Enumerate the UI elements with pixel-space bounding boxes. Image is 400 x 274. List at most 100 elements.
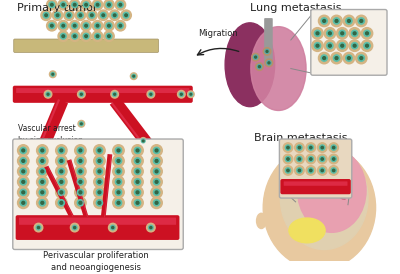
Circle shape — [287, 169, 289, 172]
Circle shape — [18, 176, 29, 188]
Circle shape — [328, 32, 331, 35]
Circle shape — [115, 21, 126, 31]
Circle shape — [50, 24, 53, 27]
Circle shape — [81, 31, 91, 41]
Circle shape — [366, 44, 368, 47]
Text: Primary tumor: Primary tumor — [17, 3, 98, 13]
Circle shape — [297, 145, 302, 150]
Circle shape — [73, 35, 76, 38]
Circle shape — [79, 170, 82, 173]
Circle shape — [64, 10, 74, 21]
Circle shape — [79, 159, 82, 162]
Circle shape — [154, 168, 160, 175]
Circle shape — [123, 12, 129, 18]
Circle shape — [341, 44, 344, 47]
Circle shape — [46, 92, 50, 96]
Polygon shape — [110, 97, 175, 177]
Circle shape — [349, 40, 360, 52]
FancyBboxPatch shape — [284, 181, 348, 186]
Polygon shape — [47, 166, 74, 217]
Circle shape — [298, 158, 300, 160]
Circle shape — [117, 170, 120, 173]
Circle shape — [306, 166, 316, 175]
Circle shape — [100, 12, 106, 18]
Circle shape — [41, 201, 44, 204]
Circle shape — [151, 166, 162, 177]
Circle shape — [155, 170, 158, 173]
Circle shape — [151, 145, 162, 156]
Circle shape — [339, 30, 345, 36]
Circle shape — [92, 31, 103, 41]
Circle shape — [68, 14, 70, 16]
Circle shape — [308, 145, 314, 150]
Circle shape — [343, 52, 355, 64]
Circle shape — [96, 4, 99, 6]
Circle shape — [75, 187, 86, 198]
Circle shape — [132, 155, 143, 167]
Circle shape — [95, 23, 100, 28]
Circle shape — [98, 149, 101, 152]
FancyBboxPatch shape — [14, 39, 158, 52]
Circle shape — [39, 147, 46, 154]
Circle shape — [295, 143, 304, 152]
Circle shape — [58, 189, 64, 195]
Circle shape — [321, 146, 324, 149]
Circle shape — [298, 169, 300, 172]
Circle shape — [255, 56, 256, 58]
Circle shape — [22, 181, 25, 183]
Circle shape — [36, 155, 48, 167]
Circle shape — [133, 75, 134, 77]
Circle shape — [70, 0, 80, 10]
Circle shape — [257, 65, 262, 69]
Circle shape — [364, 42, 370, 49]
Circle shape — [46, 0, 57, 10]
Circle shape — [79, 201, 82, 204]
Circle shape — [78, 121, 85, 127]
Circle shape — [85, 24, 88, 27]
Circle shape — [18, 145, 29, 156]
Circle shape — [364, 30, 370, 36]
Circle shape — [298, 146, 300, 149]
Circle shape — [58, 179, 64, 185]
Circle shape — [323, 19, 326, 22]
Circle shape — [41, 170, 44, 173]
Text: Migration: Migration — [198, 29, 237, 38]
Circle shape — [134, 179, 141, 185]
Circle shape — [36, 197, 48, 209]
Circle shape — [18, 197, 29, 209]
FancyBboxPatch shape — [16, 88, 190, 93]
Circle shape — [310, 169, 312, 172]
Circle shape — [155, 149, 158, 152]
Circle shape — [353, 32, 356, 35]
Circle shape — [335, 19, 338, 22]
Circle shape — [346, 55, 352, 61]
Circle shape — [94, 155, 105, 167]
Circle shape — [150, 93, 152, 95]
Circle shape — [285, 145, 290, 150]
Circle shape — [353, 44, 356, 47]
Circle shape — [125, 14, 128, 16]
Circle shape — [56, 145, 67, 156]
Circle shape — [98, 181, 101, 183]
Circle shape — [283, 154, 293, 164]
Circle shape — [83, 33, 89, 39]
Circle shape — [136, 191, 139, 194]
Circle shape — [20, 158, 26, 164]
Circle shape — [75, 197, 86, 209]
Circle shape — [112, 92, 117, 96]
Circle shape — [283, 143, 293, 152]
Circle shape — [318, 143, 327, 152]
Circle shape — [115, 179, 122, 185]
Circle shape — [333, 55, 340, 61]
Circle shape — [341, 32, 344, 35]
Circle shape — [83, 23, 89, 28]
Circle shape — [115, 0, 126, 10]
Circle shape — [254, 55, 258, 59]
Circle shape — [320, 168, 325, 173]
Circle shape — [62, 35, 64, 38]
Circle shape — [36, 176, 48, 188]
Circle shape — [265, 59, 273, 67]
Circle shape — [190, 93, 192, 95]
Circle shape — [75, 176, 86, 188]
Circle shape — [151, 187, 162, 198]
